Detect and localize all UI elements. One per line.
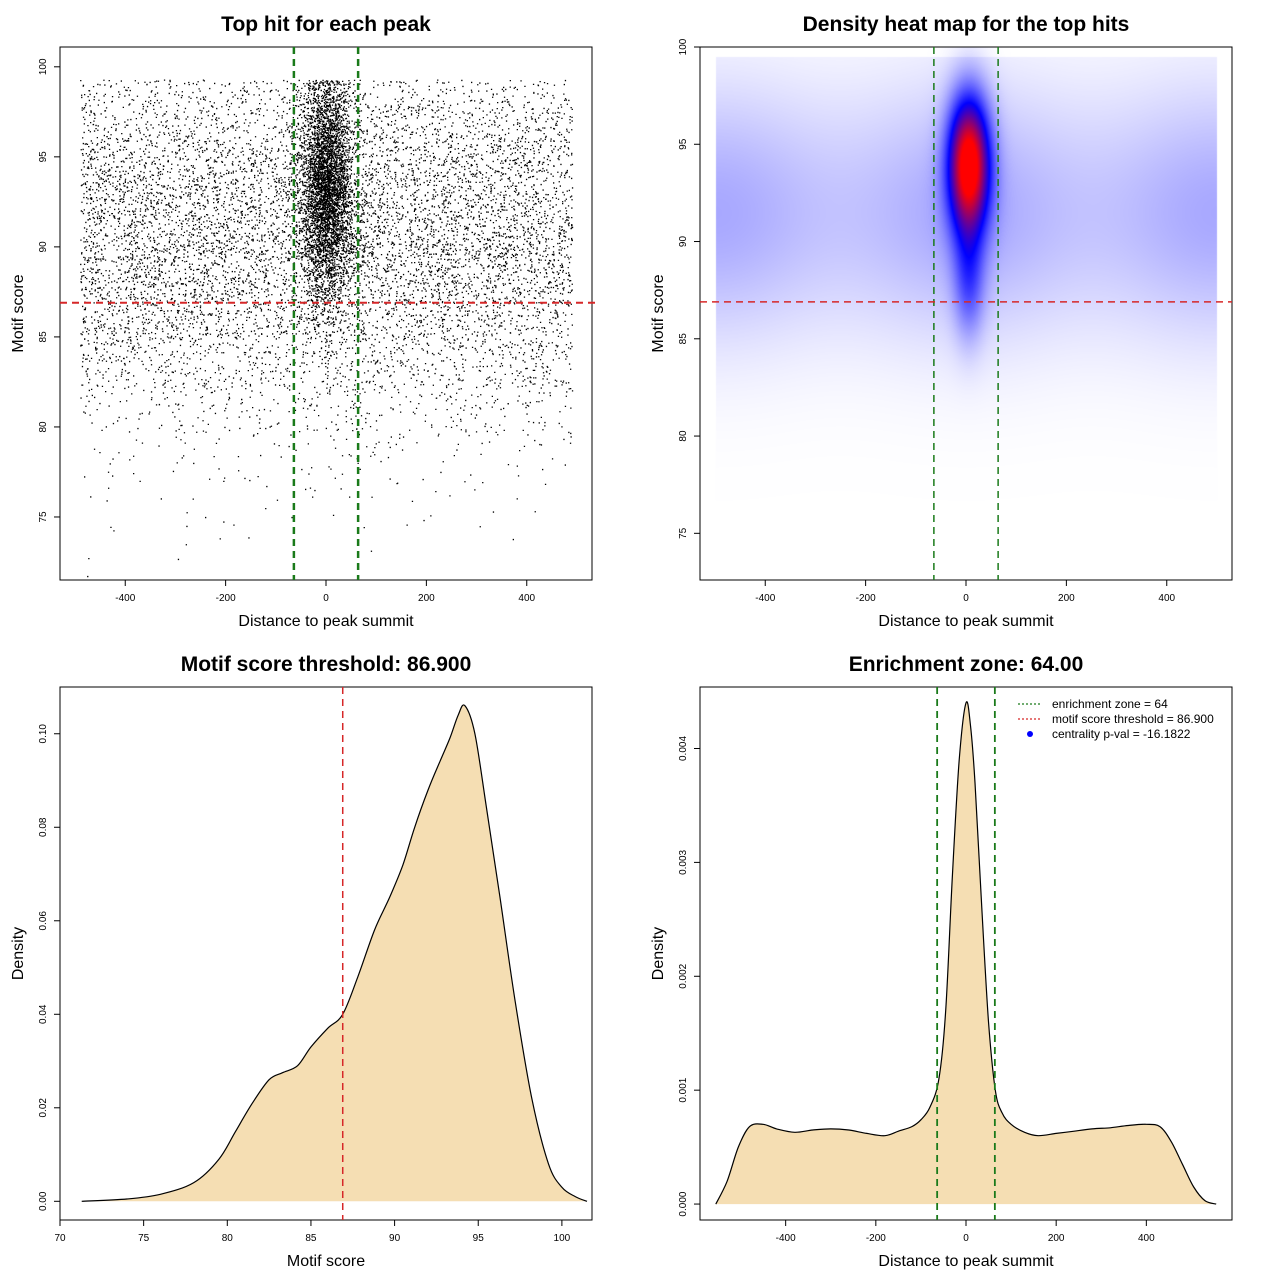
x-axis-label: Distance to peak summit [878, 613, 1054, 630]
x-tick-label: -200 [216, 593, 236, 604]
x-axis-label: Distance to peak summit [238, 613, 414, 630]
x-tick-label: 80 [222, 1233, 234, 1244]
y-tick-label: 85 [38, 331, 49, 343]
y-tick-label: 0.004 [678, 736, 689, 761]
x-tick-label: -400 [115, 593, 135, 604]
x-tick-label: 200 [1048, 1233, 1065, 1244]
y-tick-label: 90 [38, 241, 49, 253]
y-tick-label: 100 [38, 58, 49, 75]
plot-frame [699, 686, 1233, 1221]
chart-title: Top hit for each peak [221, 13, 431, 36]
y-tick-label: 0.02 [38, 1098, 49, 1118]
x-tick-label: 75 [138, 1233, 150, 1244]
x-tick-label: 200 [418, 593, 435, 604]
x-tick-label: 95 [473, 1233, 485, 1244]
legend-label: motif score threshold = 86.900 [1052, 712, 1214, 726]
y-tick-label: 0.003 [678, 849, 689, 874]
y-axis-label: Density [10, 927, 27, 980]
y-tick-label: 95 [38, 151, 49, 163]
data-points [80, 79, 574, 578]
x-tick-label: 400 [1158, 593, 1175, 604]
heatmap-panel: Density heat map for the top hits Distanc… [650, 13, 1233, 630]
x-axis-label: Motif score [287, 1253, 365, 1270]
y-tick-label: 90 [678, 236, 689, 248]
density-curve [715, 701, 1217, 1205]
y-tick-label: 0.001 [678, 1077, 689, 1102]
x-tick-label: -400 [755, 593, 775, 604]
distance-density-panel: Enrichment zone: 64.00 Distance to peak s… [650, 653, 1233, 1270]
heatmap-image [700, 47, 1232, 580]
plot-frame [59, 686, 593, 1221]
x-tick-label: 70 [54, 1233, 66, 1244]
y-tick-label: 75 [38, 511, 49, 523]
x-tick-label: -200 [856, 593, 876, 604]
y-tick-label: 85 [678, 333, 689, 345]
legend-label: enrichment zone = 64 [1052, 697, 1168, 711]
density-area [715, 701, 1217, 1205]
scatter-points [80, 79, 574, 578]
y-tick-label: 0.00 [38, 1191, 49, 1211]
x-tick-label: 0 [963, 593, 969, 604]
plot-frame [699, 46, 1233, 581]
plot-frame [59, 46, 593, 581]
x-axis-label: Distance to peak summit [878, 1253, 1054, 1270]
y-tick-label: 0.10 [38, 724, 49, 744]
x-tick-label: -200 [866, 1233, 886, 1244]
y-tick-label: 75 [678, 527, 689, 539]
y-tick-label: 0.002 [678, 963, 689, 988]
y-tick-label: 95 [678, 138, 689, 150]
y-axis-label: Motif score [650, 274, 667, 352]
legend-label: centrality p-val = -16.1822 [1052, 727, 1191, 741]
y-tick-label: 0.06 [38, 911, 49, 931]
y-tick-label: 100 [678, 38, 689, 55]
y-tick-label: 0.000 [678, 1191, 689, 1216]
density-area [81, 704, 587, 1202]
density-curve [81, 704, 588, 1202]
x-tick-label: 400 [1138, 1233, 1155, 1244]
chart-title: Enrichment zone: 64.00 [849, 653, 1084, 676]
score-density-panel: Motif score threshold: 86.900 Motif score… [10, 653, 593, 1270]
y-axis-label: Motif score [10, 274, 27, 352]
y-tick-label: 80 [678, 430, 689, 442]
x-tick-label: 100 [554, 1233, 571, 1244]
y-tick-label: 0.08 [38, 817, 49, 837]
legend-point-swatch [1027, 731, 1033, 737]
x-tick-label: 200 [1058, 593, 1075, 604]
x-tick-label: -400 [776, 1233, 796, 1244]
x-tick-label: 0 [323, 593, 329, 604]
y-tick-label: 80 [38, 421, 49, 433]
x-tick-label: 90 [389, 1233, 401, 1244]
scatter-panel: Top hit for each peak Distance to peak su… [10, 13, 600, 630]
chart-title: Density heat map for the top hits [803, 13, 1130, 36]
x-tick-label: 400 [518, 593, 535, 604]
y-tick-label: 0.04 [38, 1004, 49, 1024]
chart-title: Motif score threshold: 86.900 [181, 653, 472, 676]
y-axis-label: Density [650, 927, 667, 980]
x-tick-label: 85 [305, 1233, 317, 1244]
x-tick-label: 0 [963, 1233, 969, 1244]
